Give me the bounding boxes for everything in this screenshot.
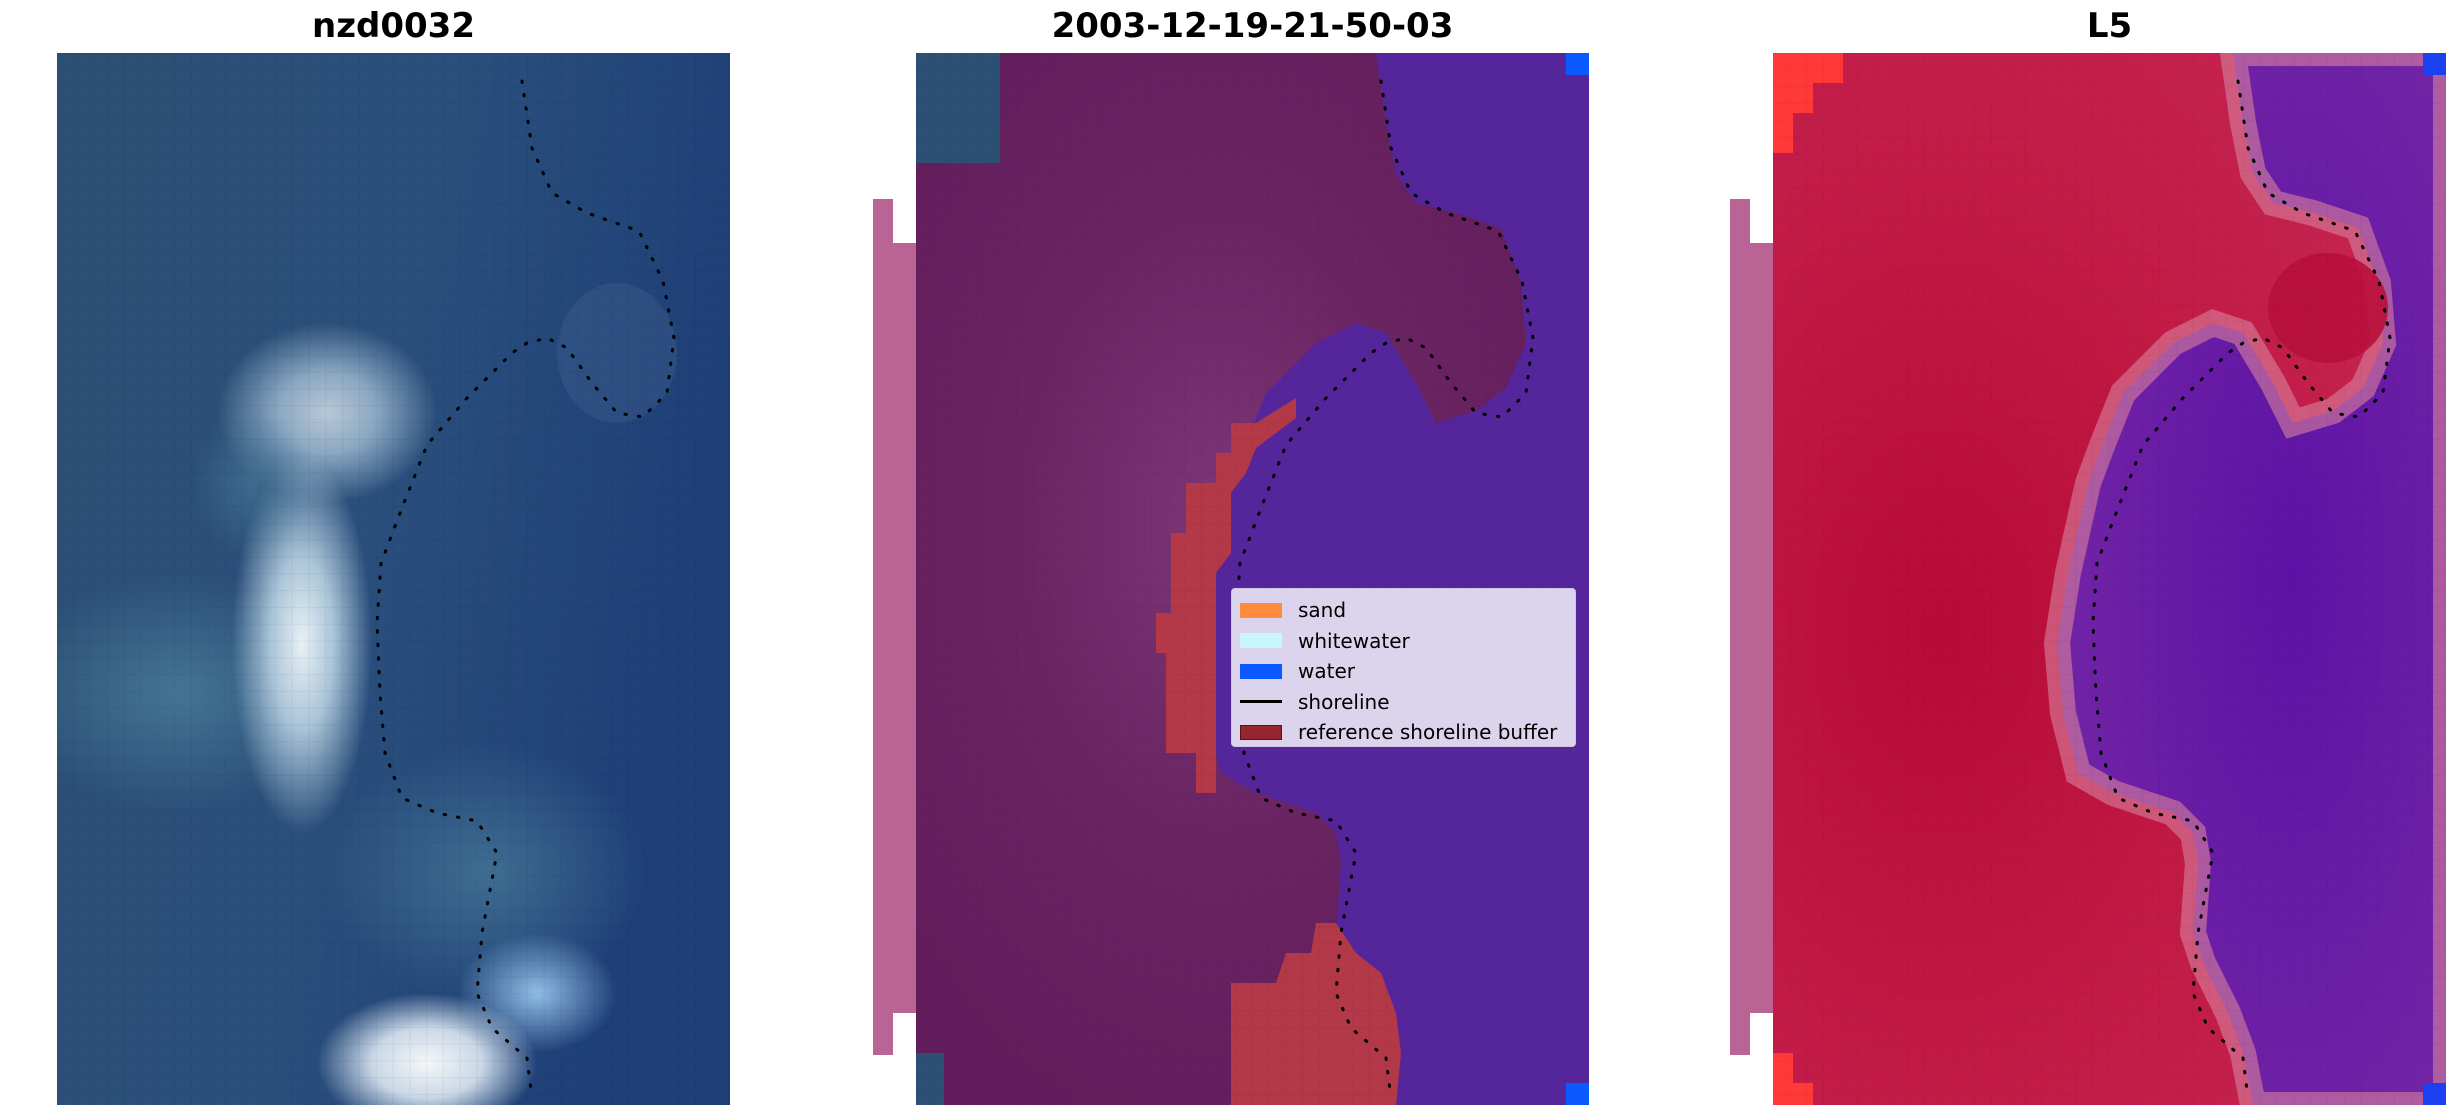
legend-label-reference-buffer: reference shoreline buffer xyxy=(1298,720,1558,745)
legend-item-whitewater: whitewater xyxy=(1240,626,1567,657)
classification-panel xyxy=(873,53,1589,1105)
legend-label-sand: sand xyxy=(1298,598,1347,623)
legend-item-reference-buffer: reference shoreline buffer xyxy=(1240,717,1567,748)
panel-3-title: L5 xyxy=(2086,6,2133,46)
reference-buffer-swatch xyxy=(1240,724,1282,740)
water-swatch xyxy=(1240,663,1282,679)
index-panel xyxy=(1730,53,2446,1105)
whitewater-swatch xyxy=(1240,633,1282,649)
panel-1-title: nzd0032 xyxy=(312,6,475,46)
index-image xyxy=(1730,53,2446,1105)
sand-swatch xyxy=(1240,602,1282,618)
rgb-image-panel xyxy=(57,53,730,1105)
shoreline-line-swatch xyxy=(1240,700,1282,704)
legend-item-sand: sand xyxy=(1240,595,1567,626)
classification-image xyxy=(873,53,1589,1105)
legend-item-water: water xyxy=(1240,656,1567,687)
panel-2-title: 2003-12-19-21-50-03 xyxy=(1051,6,1454,46)
legend: sand whitewater water shoreline referenc… xyxy=(1231,588,1576,747)
legend-item-shoreline: shoreline xyxy=(1240,687,1567,718)
rgb-image xyxy=(57,53,730,1105)
legend-label-whitewater: whitewater xyxy=(1298,628,1410,653)
legend-label-shoreline: shoreline xyxy=(1298,689,1390,714)
legend-label-water: water xyxy=(1298,659,1355,684)
